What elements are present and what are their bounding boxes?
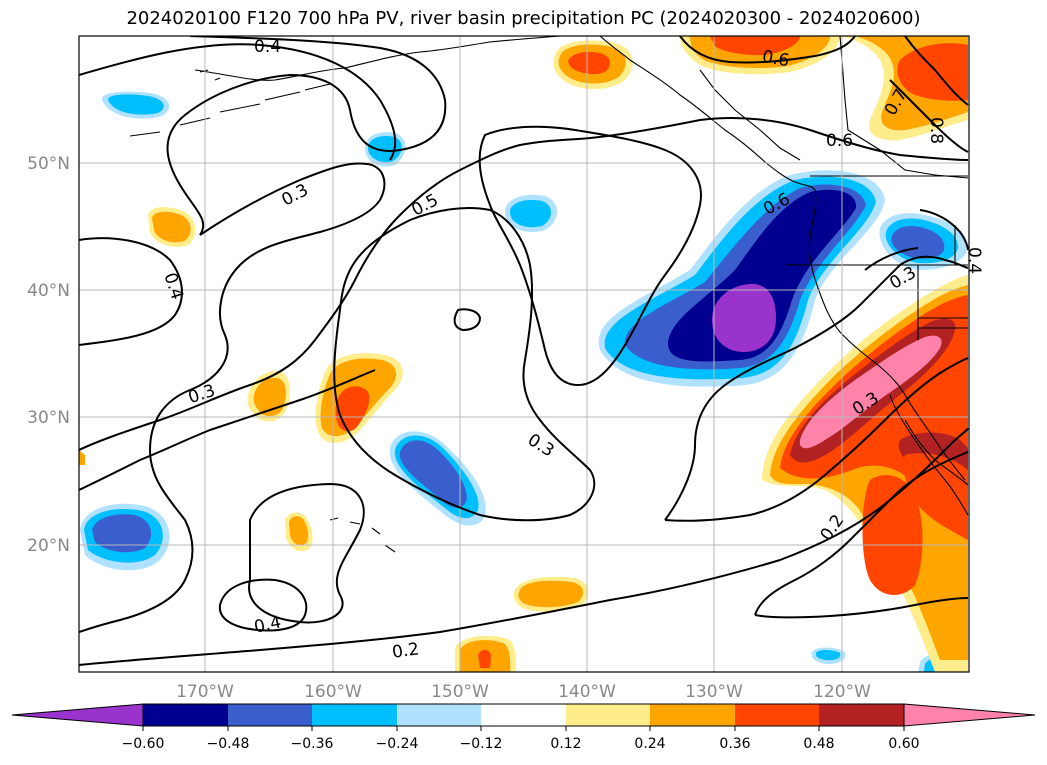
lon-label: 130°W — [685, 682, 743, 702]
lat-label: 20°N — [27, 536, 70, 556]
contour-label: 0.8 — [926, 117, 946, 144]
colorbar-tick-label: 0.48 — [803, 736, 834, 752]
colorbar-swatch — [735, 704, 819, 726]
colorbar-tick-label: −0.12 — [460, 736, 503, 752]
colorbar-swatch — [228, 704, 312, 726]
lon-label: 140°W — [558, 682, 616, 702]
colorbar-tick-label: −0.24 — [376, 736, 419, 752]
colorbar-swatch — [481, 704, 566, 726]
colorbar-extend-high — [903, 703, 1036, 727]
colorbar-swatch — [397, 704, 481, 726]
lon-label: 120°W — [813, 682, 871, 702]
colorbar-tick-label: −0.48 — [207, 736, 250, 752]
lat-label: 40°N — [27, 281, 70, 301]
contour-label: 0.4 — [254, 37, 281, 57]
map-frame — [78, 35, 970, 673]
contour-label: 0.6 — [761, 47, 791, 71]
colorbar-extend-low — [11, 703, 144, 727]
positive-anomaly-shading — [79, 36, 968, 672]
colorbar-swatch — [566, 704, 650, 726]
colorbar-tick-label: 0.12 — [550, 736, 581, 752]
map-title: 2024020100 F120 700 hPa PV, river basin … — [126, 8, 921, 29]
colorbar-tick-label: 0.36 — [719, 736, 750, 752]
contour-label: 0.2 — [391, 639, 421, 663]
lon-label: 160°W — [304, 682, 362, 702]
lon-label: 170°W — [176, 682, 234, 702]
colorbar-tick-label: 0.24 — [634, 736, 665, 752]
contour-label: 0.4 — [964, 247, 984, 274]
colorbar-swatch — [650, 704, 735, 726]
colorbar-swatch — [819, 704, 904, 726]
colorbar-swatch — [143, 704, 228, 726]
colorbar-swatch — [312, 704, 397, 726]
lat-label: 50°N — [27, 154, 70, 174]
contour-label: 0.6 — [826, 131, 853, 151]
colorbar-outline — [142, 703, 905, 727]
colorbar-tick-label: −0.36 — [291, 736, 334, 752]
negative-anomaly-shading — [80, 91, 968, 672]
longitude-labels: 170°W 160°W 150°W 140°W 130°W 120°W — [176, 682, 871, 702]
colorbar-tick-label: −0.60 — [122, 736, 165, 752]
pv-contours — [79, 36, 969, 666]
lon-label: 150°W — [431, 682, 489, 702]
colorbar: −0.60 −0.48 −0.36 −0.24 −0.12 0.12 0.24 0.36 0.4… — [11, 703, 1036, 752]
lat-label: 30°N — [27, 408, 70, 428]
latitude-labels: 50°N 40°N 30°N 20°N — [27, 154, 70, 556]
graticule — [79, 36, 969, 672]
map-plot-area — [79, 36, 969, 672]
colorbar-tick-label: 0.60 — [888, 736, 919, 752]
